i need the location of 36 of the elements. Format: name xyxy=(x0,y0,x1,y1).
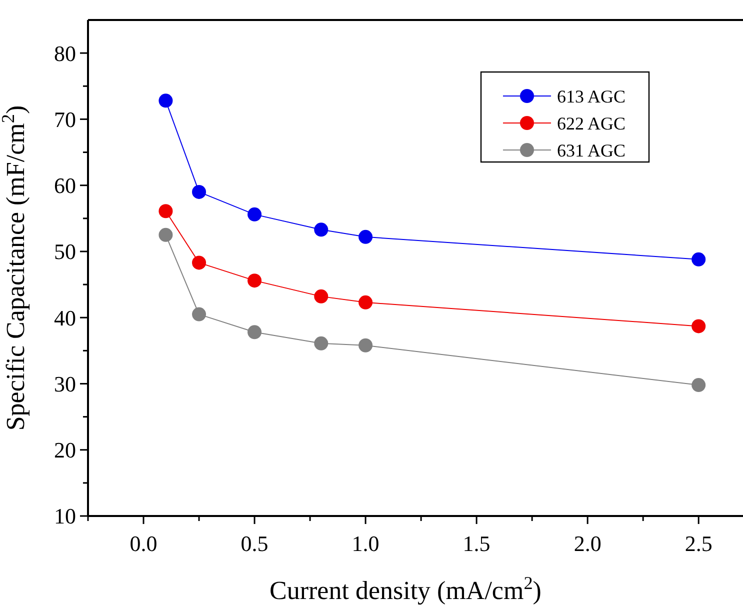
point xyxy=(192,256,206,270)
y-tick-label: 60 xyxy=(54,173,76,198)
point xyxy=(248,325,262,340)
y-tick-label: 50 xyxy=(54,239,76,264)
x-tick-label: 0.0 xyxy=(130,531,158,556)
point xyxy=(158,228,173,242)
point xyxy=(158,94,173,108)
legend-label: 631 AGC xyxy=(557,140,626,160)
legend-label: 613 AGC xyxy=(557,86,626,106)
point xyxy=(692,319,706,334)
point xyxy=(192,307,206,322)
point xyxy=(314,289,328,304)
point xyxy=(692,252,706,266)
y-tick-label: 10 xyxy=(54,504,76,529)
point xyxy=(358,295,373,310)
point xyxy=(248,274,262,288)
point xyxy=(358,338,373,352)
point xyxy=(248,207,262,222)
point xyxy=(314,222,328,237)
x-tick-label: 0.5 xyxy=(240,531,268,556)
y-tick-label: 80 xyxy=(54,40,76,66)
x-axis-title: Current density (mA/cm$^{2}$) xyxy=(270,573,542,605)
x-tick-label: 1.0 xyxy=(352,531,380,556)
x-tick-label: 2.5 xyxy=(684,531,712,556)
point xyxy=(358,230,373,244)
x-tick-label: 1.5 xyxy=(462,531,490,556)
point xyxy=(192,184,206,199)
legend-label: 622 AGC xyxy=(557,113,626,134)
y-tick-label: 30 xyxy=(54,371,76,396)
y-tick-label: 40 xyxy=(54,305,76,330)
y-tick-label: 20 xyxy=(54,438,76,463)
point xyxy=(158,204,173,218)
y-tick-label: 70 xyxy=(54,106,76,132)
point xyxy=(692,378,706,392)
point xyxy=(314,336,328,350)
x-tick-label: 2.0 xyxy=(574,531,602,556)
